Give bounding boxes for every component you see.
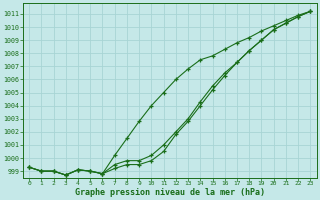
X-axis label: Graphe pression niveau de la mer (hPa): Graphe pression niveau de la mer (hPa): [75, 188, 265, 197]
